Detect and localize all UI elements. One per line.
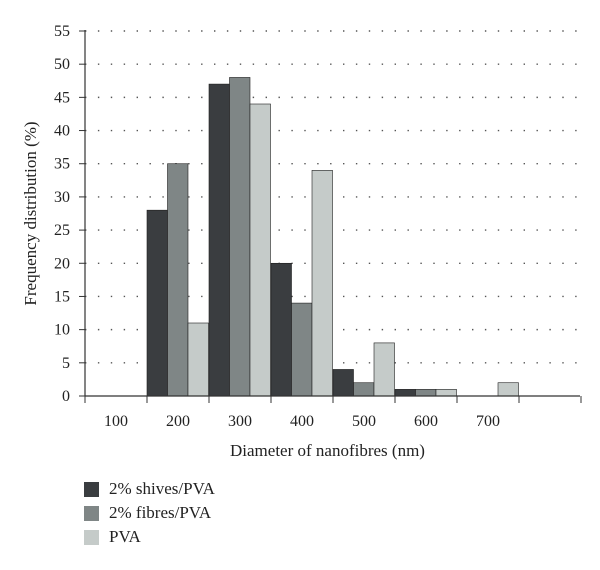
bar-2-700 bbox=[497, 382, 519, 397]
x-tick-label-200: 200 bbox=[166, 413, 190, 430]
bar-0-600 bbox=[394, 389, 416, 397]
legend-swatch-fibres bbox=[84, 505, 99, 521]
bar-1-600 bbox=[415, 389, 437, 397]
y-tick-label-20: 20 bbox=[54, 255, 70, 272]
bar-1-200 bbox=[167, 163, 189, 397]
y-tick-label-15: 15 bbox=[54, 288, 70, 305]
legend-item-shives: 2% shives/PVA bbox=[84, 477, 215, 501]
bar-1-500 bbox=[353, 382, 375, 397]
bar-0-200 bbox=[146, 209, 168, 397]
bar-2-600 bbox=[435, 389, 457, 397]
bar-1-400 bbox=[291, 302, 313, 397]
y-tick-label-55: 55 bbox=[54, 23, 70, 40]
legend-label-pva: PVA bbox=[109, 527, 141, 546]
y-tick-label-35: 35 bbox=[54, 156, 70, 173]
y-tick-label-10: 10 bbox=[54, 322, 70, 339]
y-tick-label-5: 5 bbox=[62, 355, 70, 372]
bar-0-300 bbox=[208, 83, 230, 397]
legend-swatch-shives bbox=[84, 481, 99, 497]
bar-2-400 bbox=[311, 170, 333, 397]
bar-1-300 bbox=[229, 77, 251, 397]
x-tick-label-400: 400 bbox=[290, 413, 314, 430]
y-tick-label-0: 0 bbox=[62, 388, 70, 405]
bar-2-500 bbox=[373, 342, 395, 397]
bar-0-500 bbox=[332, 369, 354, 397]
bar-2-200 bbox=[187, 322, 209, 397]
y-tick-label-25: 25 bbox=[54, 222, 70, 239]
bar-2-300 bbox=[249, 103, 271, 397]
legend: 2% shives/PVA 2% fibres/PVA PVA bbox=[84, 477, 215, 549]
legend-label-fibres: 2% fibres/PVA bbox=[109, 503, 212, 522]
x-tick-label-500: 500 bbox=[352, 413, 376, 430]
legend-label-shives: 2% shives/PVA bbox=[109, 479, 215, 498]
legend-item-pva: PVA bbox=[84, 525, 215, 549]
x-tick-label-300: 300 bbox=[228, 413, 252, 430]
x-tick-label-600: 600 bbox=[414, 413, 438, 430]
legend-swatch-pva bbox=[84, 529, 99, 545]
y-tick-label-50: 50 bbox=[54, 56, 70, 73]
y-tick-label-45: 45 bbox=[54, 89, 70, 106]
x-tick-label-100: 100 bbox=[104, 413, 128, 430]
y-axis-title: Frequency distribution (%) bbox=[21, 121, 40, 305]
y-tick-label-40: 40 bbox=[54, 123, 70, 140]
x-tick-label-700: 700 bbox=[476, 413, 500, 430]
y-tick-label-30: 30 bbox=[54, 189, 70, 206]
legend-item-fibres: 2% fibres/PVA bbox=[84, 501, 215, 525]
x-axis-title: Diameter of nanofibres (nm) bbox=[230, 441, 425, 460]
bar-0-400 bbox=[270, 262, 292, 397]
